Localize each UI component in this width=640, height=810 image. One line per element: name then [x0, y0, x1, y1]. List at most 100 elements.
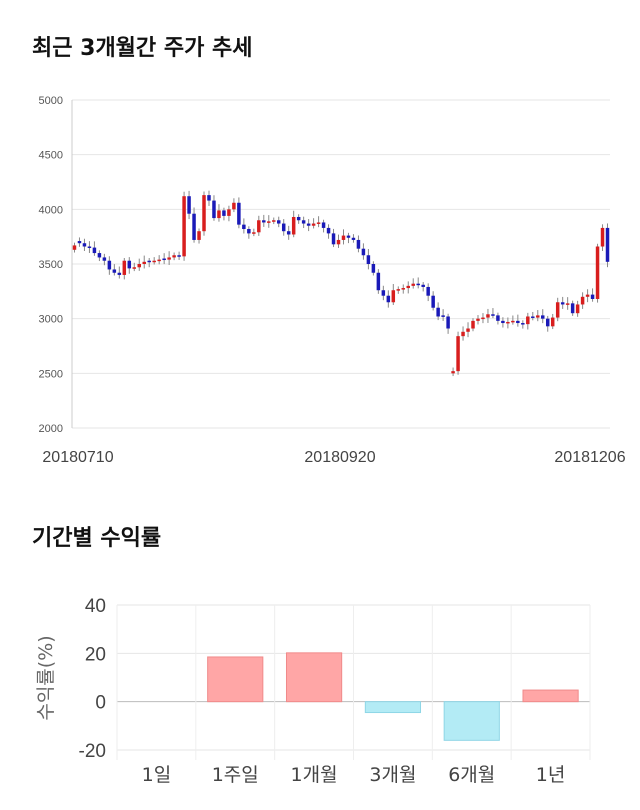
candle-body [431, 295, 435, 308]
y-tick-label: 3500 [39, 259, 63, 271]
candle-body [386, 295, 391, 303]
candlestick-chart: 5000 4500 4000 3500 3000 2500 2000 20180710 2018… [39, 95, 626, 466]
candle-body [341, 235, 346, 240]
y-tick-label: 0 [95, 693, 106, 714]
candle-body [406, 285, 410, 289]
candle-body [541, 315, 545, 319]
candle-body [207, 195, 211, 201]
candle-body [182, 196, 186, 257]
candle-body [426, 286, 430, 296]
candle-body [192, 213, 196, 240]
candle-body [132, 267, 137, 269]
candle-body [257, 220, 261, 233]
bar [207, 656, 264, 703]
candle-body [396, 289, 401, 291]
candle-body [361, 248, 366, 256]
candle-body [117, 272, 122, 275]
candle-body [316, 222, 321, 224]
candle-body [252, 232, 256, 234]
y-tick-label: 2500 [39, 368, 63, 380]
candle-body [560, 302, 565, 305]
candle-body [232, 202, 236, 210]
candle-body [97, 253, 102, 258]
candle-body [416, 283, 420, 286]
candle-body [411, 283, 415, 286]
candle-body [481, 317, 485, 320]
candle-body [531, 316, 535, 318]
candle-body [92, 247, 97, 254]
candle-body [575, 304, 580, 314]
returns-title: 기간별 수익률 [32, 526, 162, 551]
candle-body [127, 260, 132, 269]
y-tick-label: -20 [79, 741, 106, 762]
bar [522, 689, 579, 703]
candle-body [202, 195, 206, 232]
candle-body [545, 318, 550, 327]
candle-body [391, 290, 396, 303]
candle-body [555, 302, 560, 318]
candle-body [242, 224, 246, 230]
candle-body [580, 296, 585, 305]
candle-body [276, 220, 281, 224]
candle-body [356, 239, 361, 249]
stock-trend-title: 최근 3개월간 주가 추세 [32, 36, 253, 61]
candle-body [516, 320, 520, 324]
candle-body [87, 246, 92, 249]
candle-body [376, 272, 381, 291]
candle-body [237, 202, 241, 225]
candle-body [570, 303, 575, 314]
y-tick-label: 4000 [39, 204, 63, 216]
candle-body [565, 303, 570, 305]
candle-body [177, 255, 181, 257]
candle-body [137, 264, 141, 268]
y-tick-label: 2000 [39, 423, 63, 435]
candle-body [227, 209, 231, 216]
candle-body [72, 245, 77, 250]
candle-body [311, 223, 316, 226]
candle-body [187, 196, 191, 214]
candle-body [451, 371, 455, 374]
candle-body [526, 316, 530, 325]
candle-body [301, 220, 306, 224]
candle-body [142, 261, 146, 264]
candle-body [82, 243, 87, 247]
candle-body [401, 288, 406, 290]
candle-body [112, 269, 117, 273]
x-tick-label: 20180920 [304, 449, 375, 466]
y-tick-label: 5000 [39, 95, 63, 107]
candle-body [471, 320, 475, 329]
candle-body [281, 223, 286, 232]
x-tick-label: 1개월 [291, 764, 338, 786]
candle-body [441, 315, 445, 317]
x-tick-label: 6개월 [448, 764, 495, 786]
x-tick-label: 1일 [142, 764, 172, 786]
candle-body [506, 321, 510, 324]
candle-body [222, 210, 226, 216]
candle-body [351, 237, 356, 240]
candle-body [366, 255, 371, 264]
candle-body [152, 260, 156, 263]
candle-body [212, 200, 216, 219]
y-tick-label: 3000 [39, 314, 63, 326]
candle-body [262, 220, 266, 223]
x-tick-label: 1년 [536, 764, 566, 786]
x-tick-label: 3개월 [369, 764, 416, 786]
candle-body [521, 323, 525, 325]
x-tick-label: 1주일 [212, 764, 259, 786]
candle-body [272, 220, 276, 222]
candle-body [102, 257, 107, 261]
candle-body [496, 315, 500, 321]
candle-body [346, 235, 351, 238]
candle-body [122, 260, 127, 275]
candle-body [421, 284, 425, 287]
candle-body [600, 227, 605, 247]
candle-body [286, 231, 291, 235]
candle-body [501, 320, 505, 324]
candle-body [371, 264, 376, 273]
candle-body [291, 216, 296, 235]
candle-body [605, 227, 610, 262]
candle-body [247, 229, 251, 234]
candle-body [590, 294, 595, 299]
candle-body [595, 246, 600, 299]
